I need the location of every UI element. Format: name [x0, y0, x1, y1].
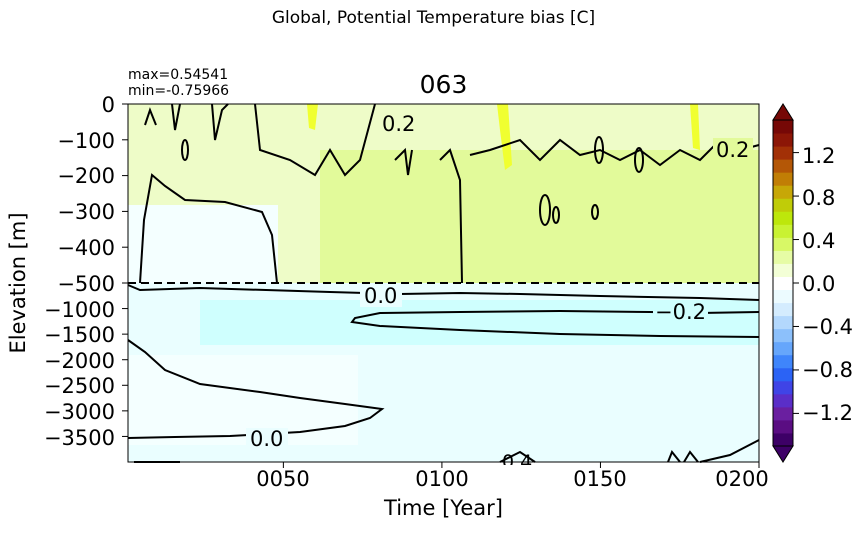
colorbar-swatch	[773, 224, 793, 238]
colorbar-swatches	[772, 103, 794, 463]
colorbar-tick-label: 1.2	[802, 144, 836, 168]
colorbar-extend-bottom	[772, 445, 794, 463]
contour-label: 0.2	[716, 138, 749, 162]
colorbar-swatch	[773, 146, 793, 160]
y-tick-label: −200	[57, 164, 115, 188]
tick-marks	[122, 103, 760, 468]
y-tick-label: −2500	[43, 374, 115, 398]
x-tick-label: 0050	[256, 467, 310, 491]
upper-near-zero	[128, 205, 278, 283]
colorbar-swatch	[773, 432, 793, 447]
stats-readout: max=0.54541 min=-0.75966	[128, 67, 229, 99]
colorbar-swatch	[773, 198, 793, 212]
y-tick-label: 0	[101, 93, 115, 117]
panel-title: 063	[419, 70, 468, 99]
y-tick-label: −300	[57, 200, 115, 224]
contour-lower-deep	[127, 339, 385, 439]
colorbar-swatch	[773, 393, 793, 408]
colorbar-swatch	[773, 328, 793, 343]
colorbar-ticks	[793, 152, 799, 414]
hot-spot-2	[497, 104, 512, 170]
max-value: max=0.54541	[128, 67, 229, 83]
colorbar-swatch	[773, 380, 793, 395]
colorbar-swatch	[773, 263, 793, 277]
contour-label: 0.4	[502, 451, 532, 473]
y-tick-label: −3000	[43, 400, 115, 424]
colorbar-swatch	[773, 419, 793, 434]
hot-spot-1	[307, 104, 318, 130]
contour-lower-zero	[127, 284, 760, 301]
colorbar-swatch	[773, 315, 793, 330]
contour-label: 0.0	[364, 284, 397, 308]
contour-label: −0.2	[655, 300, 706, 324]
colorbar-swatch	[773, 133, 793, 147]
colorbar-tick-label: −1.2	[802, 401, 853, 425]
colorbar-swatch	[773, 211, 793, 225]
colorbar-tick-label: 0.8	[802, 186, 836, 210]
colorbar-swatch	[773, 406, 793, 421]
colorbar-swatch	[773, 354, 793, 369]
y-tick-label: −1500	[43, 323, 115, 347]
colorbar-tick-label: −0.8	[802, 358, 853, 382]
colorbar-tick-label: −0.4	[802, 315, 853, 339]
colorbar-swatch	[773, 185, 793, 199]
colorbar-swatch	[773, 250, 793, 264]
hot-spot-3	[690, 104, 700, 150]
x-tick-label: 0200	[715, 467, 769, 491]
min-value: min=-0.75966	[128, 83, 230, 99]
y-axis-label: Elevation [m]	[6, 212, 30, 354]
contour-label: 0.2	[382, 112, 415, 136]
contour-lower-minus02	[350, 309, 760, 338]
colorbar-swatch	[773, 120, 793, 134]
colorbar-swatch	[773, 159, 793, 173]
contour-upper-zero	[139, 173, 278, 284]
colorbar-tick-label: 0.0	[802, 272, 836, 296]
contour-label: 0.0	[250, 427, 283, 451]
colorbar-swatch	[773, 172, 793, 186]
x-axis-label: Time [Year]	[384, 496, 503, 520]
y-tick-label: −3500	[43, 426, 115, 450]
y-tick-label: −400	[57, 236, 115, 260]
y-tick-label: −100	[57, 129, 115, 153]
colorbar-tick-label: 0.4	[802, 229, 836, 253]
colorbar-swatch	[773, 341, 793, 356]
x-tick-label: 0150	[573, 467, 627, 491]
y-tick-label: −1000	[43, 298, 115, 322]
y-tick-label: −2000	[43, 349, 115, 373]
y-tick-label: −500	[57, 272, 115, 296]
colorbar-swatch	[773, 237, 793, 251]
colorbar-swatch	[773, 276, 793, 291]
colorbar-swatch	[773, 289, 793, 304]
x-tick-label: 0100	[415, 467, 469, 491]
figure-title: Global, Potential Temperature bias [C]	[271, 8, 596, 28]
colorbar-extend-top	[772, 103, 794, 121]
colorbar-swatch	[773, 367, 793, 382]
contour-small-loops	[181, 136, 645, 226]
colorbar-swatch	[773, 302, 793, 317]
colorbar	[772, 103, 799, 463]
contour-upper-ripples	[144, 103, 760, 284]
